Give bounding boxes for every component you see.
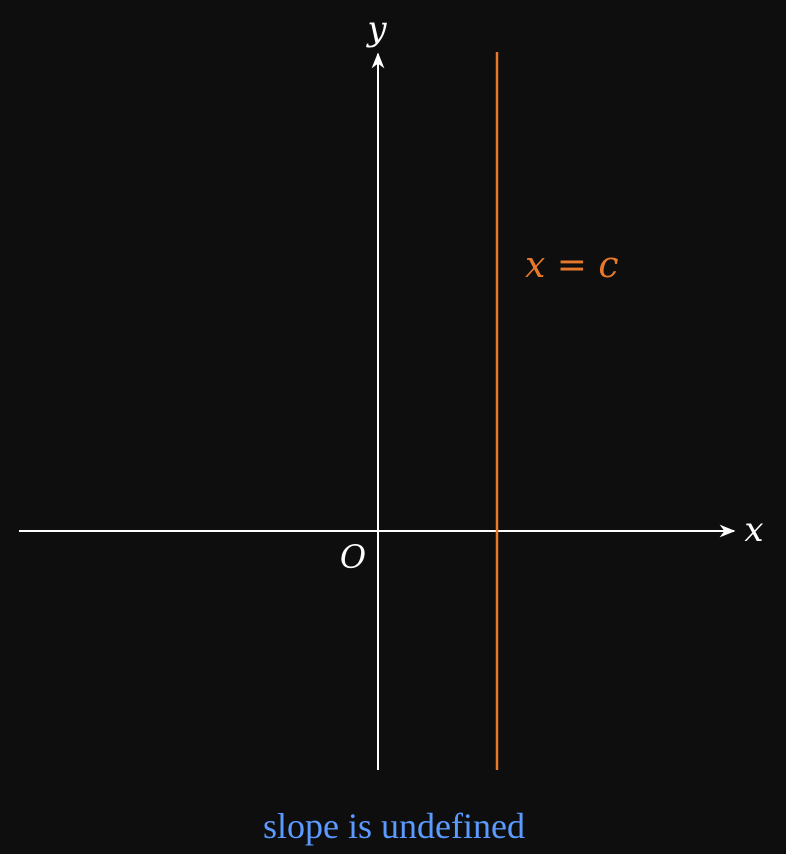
origin-label: O xyxy=(340,538,366,576)
vertical-line-label: x = c xyxy=(525,245,619,286)
caption-slope-undefined: slope is undefined xyxy=(263,806,525,846)
y-axis-label: y xyxy=(365,9,387,49)
x-axis-label: x xyxy=(744,510,763,550)
